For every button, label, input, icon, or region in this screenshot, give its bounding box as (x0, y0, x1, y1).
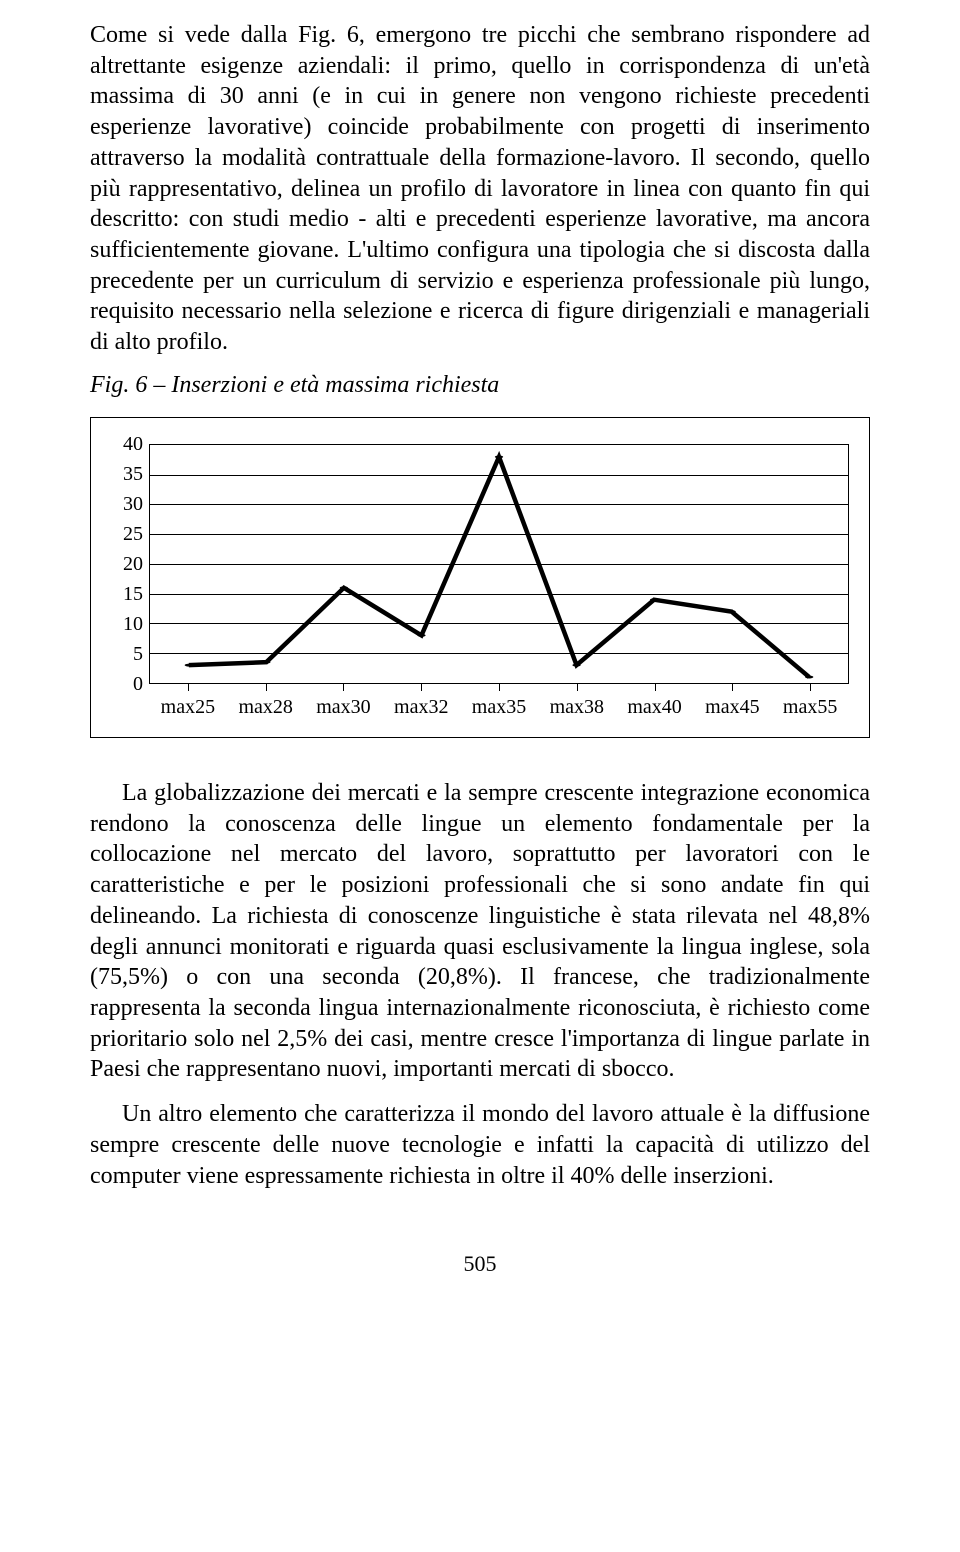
x-axis-labels: max25max28max30max32max35max38max40max45… (149, 692, 849, 719)
y-axis-labels: 4035302520151050 (111, 444, 143, 684)
plot-area (149, 444, 849, 684)
paragraph-intro: Come si vede dalla Fig. 6, emergono tre … (90, 20, 870, 358)
document-page: Come si vede dalla Fig. 6, emergono tre … (0, 0, 960, 1317)
chart-container: 4035302520151050 max25max28max30max32max… (90, 417, 870, 738)
figure-caption: Fig. 6 – Inserzioni e età massima richie… (90, 372, 870, 399)
page-number: 505 (90, 1251, 870, 1277)
x-axis-label: max55 (771, 692, 849, 719)
x-axis-label: max38 (538, 692, 616, 719)
x-axis-ticks (149, 684, 849, 692)
x-axis-label: max40 (616, 692, 694, 719)
paragraph-tech: Un altro elemento che caratterizza il mo… (90, 1099, 870, 1191)
x-axis-label: max25 (149, 692, 227, 719)
line-chart: 4035302520151050 max25max28max30max32max… (111, 444, 849, 719)
x-axis-label: max32 (382, 692, 460, 719)
paragraph-languages: La globalizzazione dei mercati e la semp… (90, 778, 870, 1085)
x-axis-label: max30 (305, 692, 383, 719)
x-axis-label: max45 (693, 692, 771, 719)
x-axis-label: max28 (227, 692, 305, 719)
x-axis-label: max35 (460, 692, 538, 719)
